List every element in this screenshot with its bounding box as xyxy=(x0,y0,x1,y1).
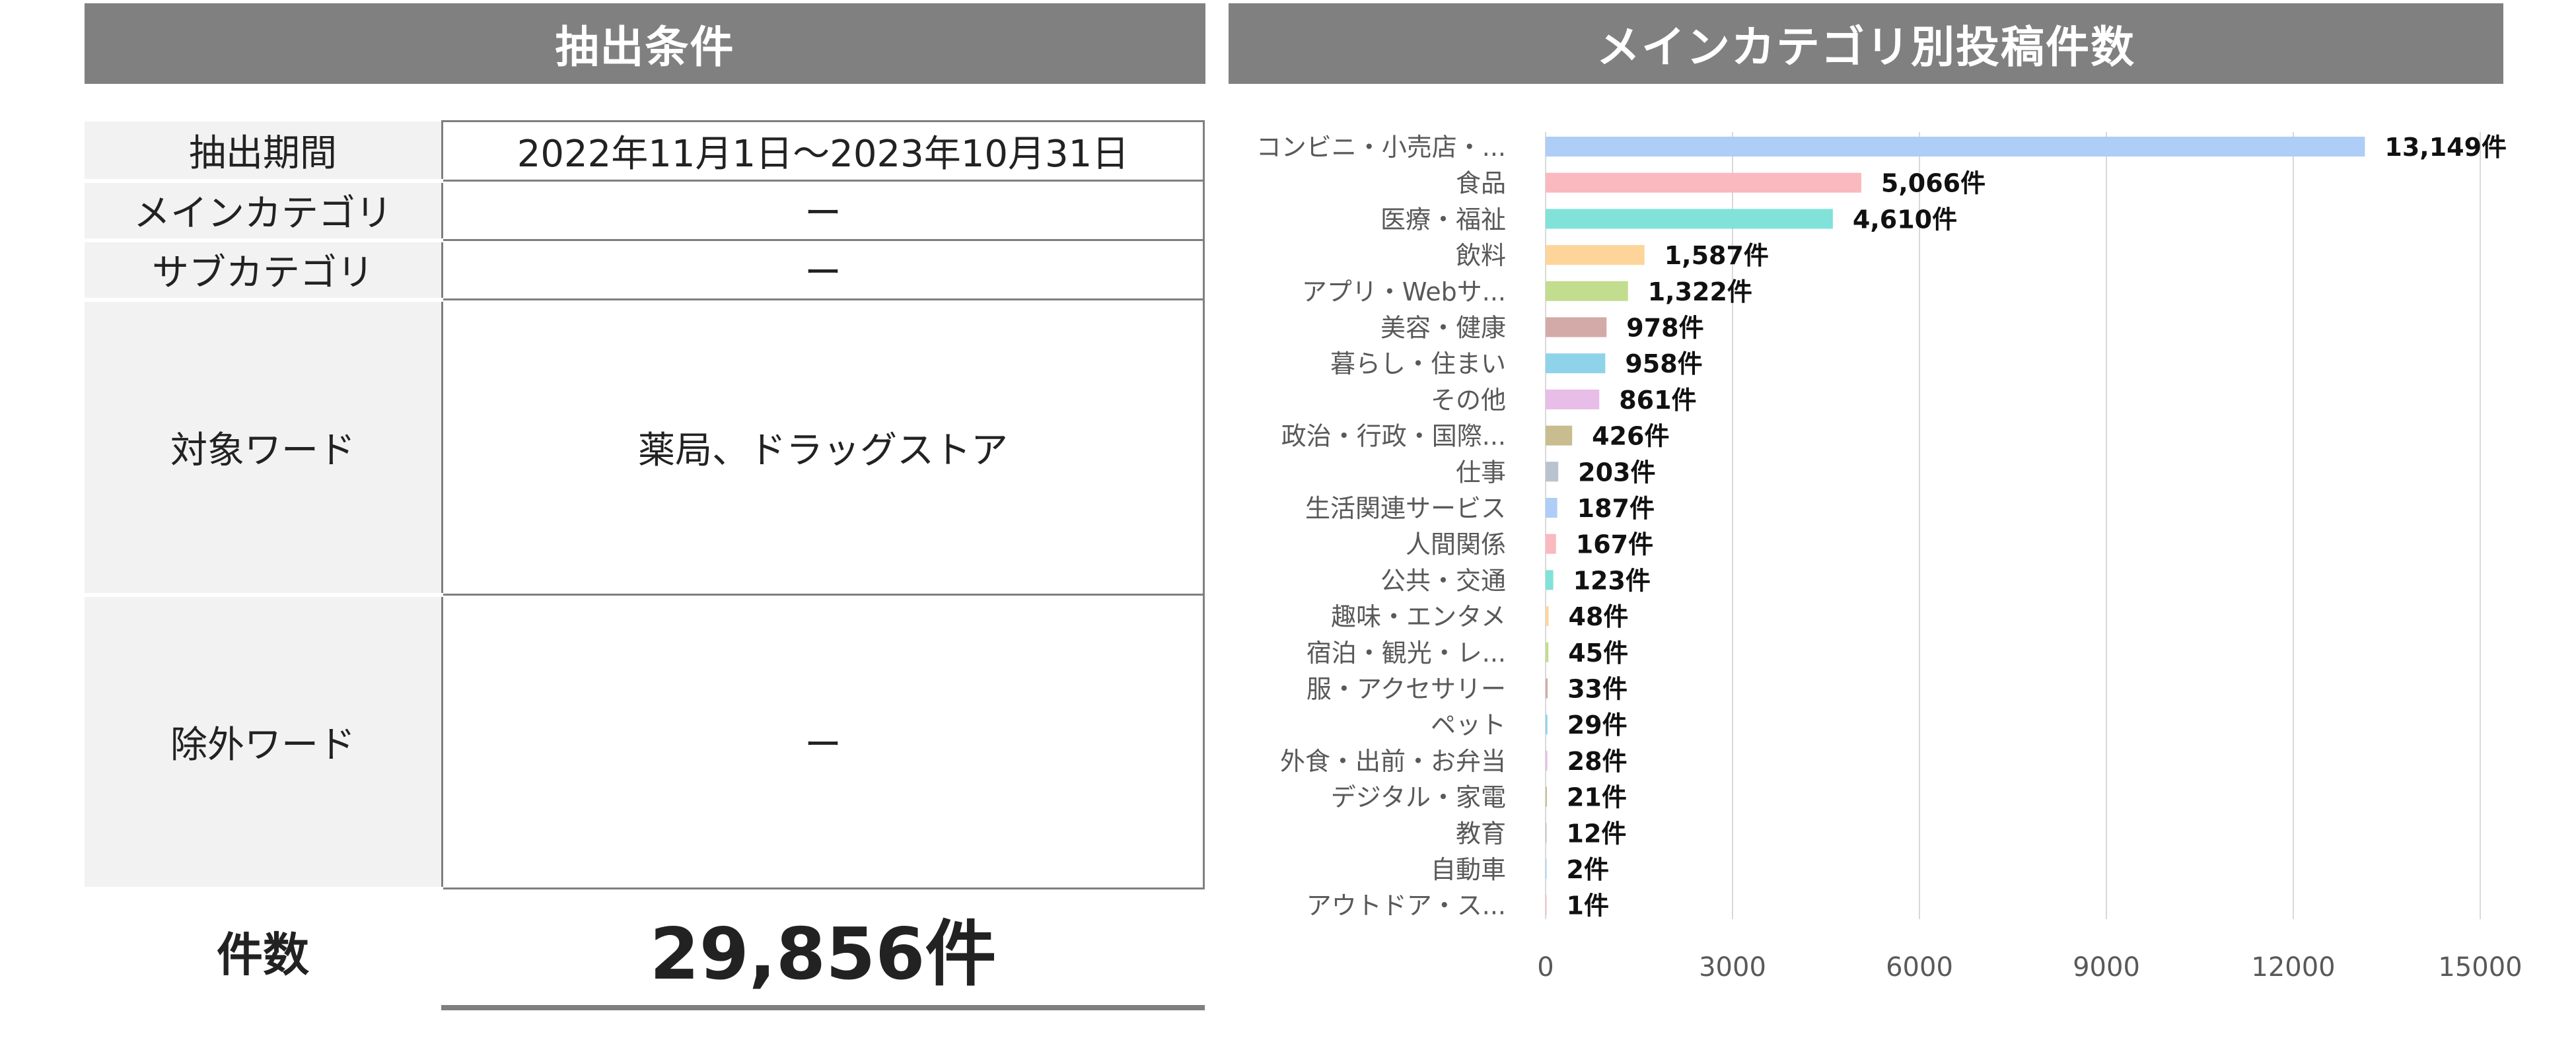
data-label: 123件 xyxy=(1573,566,1651,595)
category-label: 教育 xyxy=(1456,819,1506,848)
data-label: 29件 xyxy=(1567,711,1628,740)
bar xyxy=(1546,245,1645,265)
data-label: 958件 xyxy=(1625,349,1702,378)
data-label: 2件 xyxy=(1567,855,1609,884)
category-label: アウトドア・ス... xyxy=(1306,891,1506,920)
data-label: 187件 xyxy=(1577,494,1655,523)
bar xyxy=(1546,678,1548,699)
data-label: 1,587件 xyxy=(1664,241,1769,270)
category-label: その他 xyxy=(1431,386,1506,415)
chart-title: メインカテゴリ別投稿件数 xyxy=(1229,3,2503,84)
bar xyxy=(1546,606,1549,627)
category-label: 人間関係 xyxy=(1406,530,1506,559)
x-tick-label: 0 xyxy=(1537,952,1554,983)
category-label: 生活関連サービス xyxy=(1305,494,1506,523)
condition-value: 薬局、ドラッグストア xyxy=(441,298,1205,596)
category-label: 政治・行政・国際... xyxy=(1281,422,1506,451)
data-label: 13,149件 xyxy=(2384,133,2507,162)
bar xyxy=(1546,786,1547,807)
bar xyxy=(1546,172,1861,193)
category-label: 宿泊・観光・レ... xyxy=(1306,639,1506,668)
x-tick-label: 12000 xyxy=(2251,952,2335,983)
condition-value: ー xyxy=(441,594,1205,889)
condition-row-target-words: 対象ワード 薬局、ドラッグストア xyxy=(85,298,1205,597)
data-label: 45件 xyxy=(1568,639,1628,668)
data-label: 4,610件 xyxy=(1853,205,1957,234)
data-label: 203件 xyxy=(1578,458,1655,487)
bar xyxy=(1546,534,1556,554)
bar xyxy=(1546,353,1606,374)
data-label: 5,066件 xyxy=(1881,169,1986,198)
condition-label: 除外ワード xyxy=(85,594,443,891)
condition-label: メインカテゴリ xyxy=(85,180,443,242)
x-tick-label: 15000 xyxy=(2438,952,2522,983)
conditions-table: 抽出期間 2022年11月1日～2023年10月31日 メインカテゴリ ー サブ… xyxy=(85,120,1205,891)
count-label: 件数 xyxy=(217,927,309,982)
bar xyxy=(1546,137,2365,156)
condition-value: ー xyxy=(441,239,1205,300)
bar xyxy=(1546,750,1548,771)
bar xyxy=(1546,317,1607,337)
bar xyxy=(1546,209,1833,229)
condition-row-exclude-words: 除外ワード ー xyxy=(85,594,1205,891)
data-label: 28件 xyxy=(1567,747,1628,776)
data-label: 21件 xyxy=(1567,783,1627,812)
condition-label: 対象ワード xyxy=(85,299,443,597)
count-value: 29,856件 xyxy=(441,891,1205,1010)
condition-value: 2022年11月1日～2023年10月31日 xyxy=(441,120,1205,182)
category-label: 趣味・エンタメ xyxy=(1331,602,1506,631)
category-label: 食品 xyxy=(1456,169,1506,198)
total-count-row: 件数 29,856件 xyxy=(85,891,1205,1010)
condition-row-sub-category: サブカテゴリ ー xyxy=(85,239,1205,302)
data-label: 1件 xyxy=(1567,891,1609,920)
bar xyxy=(1546,714,1548,735)
bar xyxy=(1546,425,1573,446)
data-label: 861件 xyxy=(1619,386,1696,415)
condition-label: サブカテゴリ xyxy=(85,240,443,302)
category-label: 飲料 xyxy=(1456,241,1506,270)
category-label: 公共・交通 xyxy=(1380,566,1506,595)
category-label: デジタル・家電 xyxy=(1331,783,1506,812)
data-label: 33件 xyxy=(1567,675,1628,704)
bar xyxy=(1546,281,1628,301)
category-label: 暮らし・住まい xyxy=(1330,349,1506,378)
extraction-conditions-header: 抽出条件 xyxy=(85,3,1205,84)
category-label: コンビニ・小売店・... xyxy=(1256,133,1506,162)
category-label: ペット xyxy=(1431,711,1506,740)
condition-row-period: 抽出期間 2022年11月1日～2023年10月31日 xyxy=(85,120,1205,183)
category-label: 美容・健康 xyxy=(1380,314,1506,343)
category-label: 仕事 xyxy=(1456,458,1506,487)
bar xyxy=(1546,859,1547,879)
data-label: 167件 xyxy=(1576,530,1653,559)
category-bar-chart: 0 3000 6000 9000 12000 15000 コンビニ・小売店・... 13,14… xyxy=(1256,132,2522,983)
data-label: 48件 xyxy=(1569,602,1629,631)
bar xyxy=(1546,642,1549,662)
category-label: アプリ・Webサ... xyxy=(1302,277,1506,306)
category-label: 医療・福祉 xyxy=(1380,205,1506,234)
condition-label: 抽出期間 xyxy=(85,121,443,183)
bar xyxy=(1546,895,1547,915)
bar xyxy=(1546,823,1547,843)
category-label: 服・アクセサリー xyxy=(1306,675,1506,704)
bar xyxy=(1546,570,1554,590)
bar xyxy=(1546,498,1557,518)
x-tick-label: 3000 xyxy=(1699,952,1766,983)
bar xyxy=(1546,389,1600,409)
data-label: 1,322件 xyxy=(1648,277,1752,306)
data-label: 426件 xyxy=(1592,422,1669,451)
category-label: 外食・出前・お弁当 xyxy=(1280,747,1506,776)
condition-value: ー xyxy=(441,180,1205,241)
x-tick-label: 9000 xyxy=(2073,952,2140,983)
data-label: 978件 xyxy=(1626,314,1703,343)
category-label: 自動車 xyxy=(1431,855,1506,884)
condition-row-main-category: メインカテゴリ ー xyxy=(85,180,1205,242)
x-tick-label: 6000 xyxy=(1886,952,1953,983)
bar xyxy=(1546,462,1559,482)
data-label: 12件 xyxy=(1567,819,1627,848)
